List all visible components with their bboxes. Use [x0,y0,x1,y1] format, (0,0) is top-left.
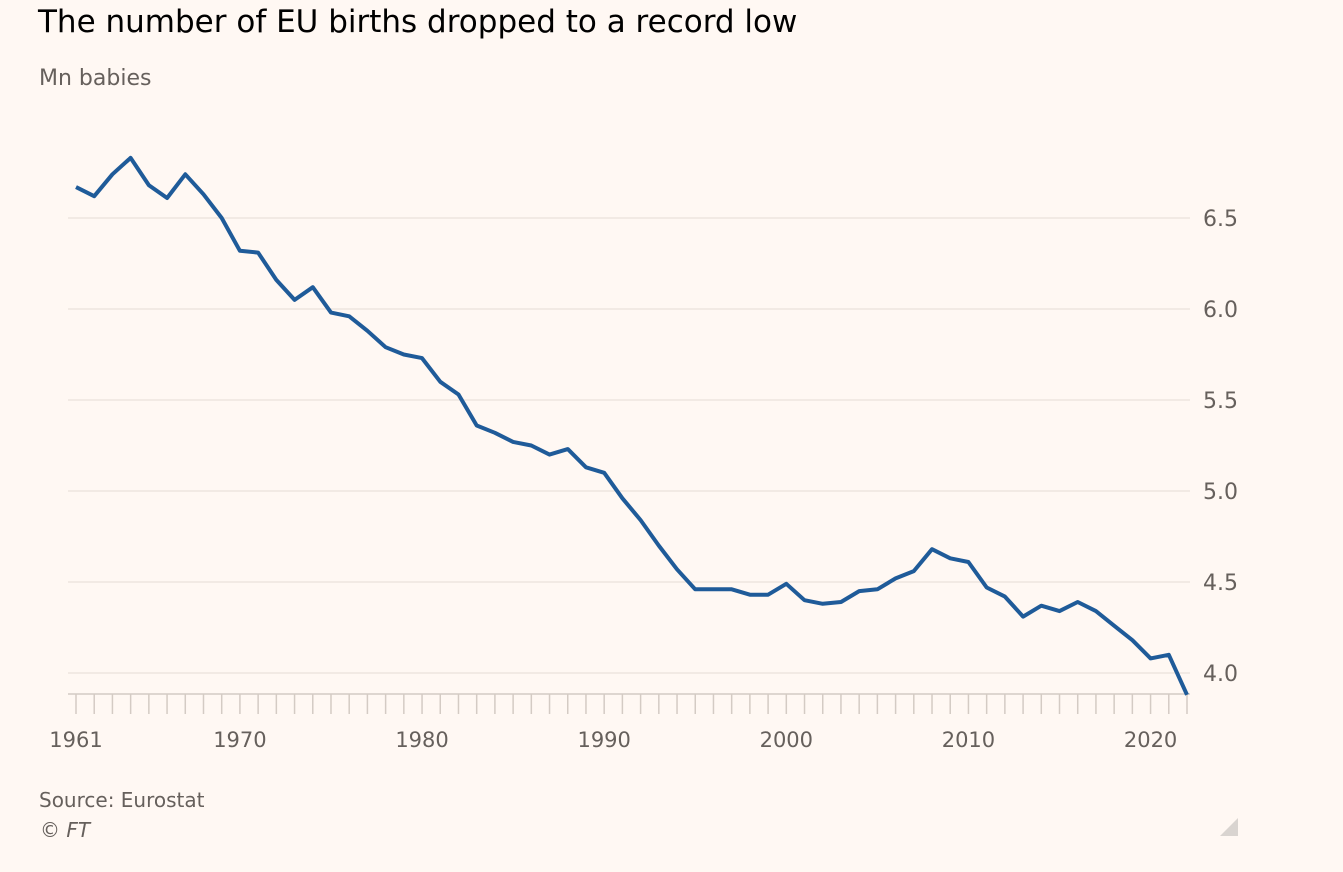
x-tick-label: 1961 [49,728,102,752]
x-tick-label: 2000 [760,728,813,752]
source-note: Source: Eurostat [39,788,205,812]
x-tick-label: 2010 [942,728,995,752]
x-tick-label: 1980 [395,728,448,752]
y-tick-label: 4.5 [1203,571,1238,596]
chart-subtitle: Mn babies [39,66,152,91]
x-tick-label: 1970 [213,728,266,752]
series-line [75,155,1189,696]
y-tick-label: 5.5 [1203,389,1238,414]
y-tick-label: 5.0 [1203,480,1238,505]
y-tick-label: 4.0 [1203,662,1238,687]
x-tick-label: 1990 [577,728,630,752]
chart-title: The number of EU births dropped to a rec… [38,4,798,40]
resize-corner-icon[interactable] [1220,818,1238,836]
x-tick-label: 2020 [1124,728,1177,752]
copyright-note: © FT [40,818,91,842]
y-tick-label: 6.5 [1203,207,1238,232]
y-tick-label: 6.0 [1203,298,1238,323]
